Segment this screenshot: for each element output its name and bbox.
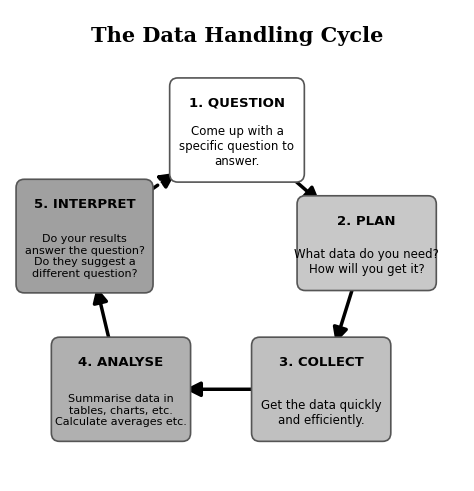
FancyBboxPatch shape (51, 337, 191, 441)
FancyBboxPatch shape (170, 78, 304, 182)
Text: Come up with a
specific question to
answer.: Come up with a specific question to answ… (180, 125, 294, 168)
Text: 5. INTERPRET: 5. INTERPRET (34, 198, 136, 211)
Text: What data do you need?
How will you get it?: What data do you need? How will you get … (294, 248, 439, 276)
FancyBboxPatch shape (297, 196, 436, 291)
Text: Get the data quickly
and efficiently.: Get the data quickly and efficiently. (261, 399, 382, 427)
FancyBboxPatch shape (252, 337, 391, 441)
Text: 3. COLLECT: 3. COLLECT (279, 356, 364, 369)
Text: Do your results
answer the question?
Do they suggest a
different question?: Do your results answer the question? Do … (25, 234, 145, 279)
Text: 4. ANALYSE: 4. ANALYSE (78, 356, 164, 369)
Text: 1. QUESTION: 1. QUESTION (189, 97, 285, 110)
Text: 2. PLAN: 2. PLAN (337, 215, 396, 228)
Text: Summarise data in
tables, charts, etc.
Calculate averages etc.: Summarise data in tables, charts, etc. C… (55, 394, 187, 427)
Text: The Data Handling Cycle: The Data Handling Cycle (91, 27, 383, 46)
FancyBboxPatch shape (16, 179, 153, 293)
